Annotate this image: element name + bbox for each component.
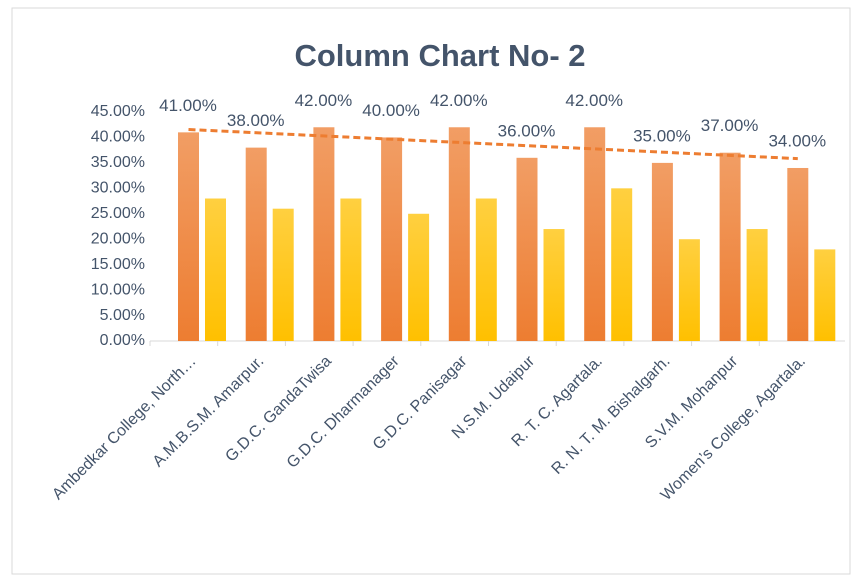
bar: [245, 147, 267, 341]
data-label: 34.00%: [768, 131, 826, 150]
y-tick-label: 0.00%: [100, 332, 145, 349]
data-label: 41.00%: [159, 96, 217, 115]
trendline: [188, 127, 798, 161]
bar: [448, 127, 470, 342]
bar: [719, 152, 741, 341]
y-tick-label: 20.00%: [91, 230, 145, 247]
bar: [272, 208, 294, 341]
y-tick-label: 45.00%: [91, 103, 145, 120]
data-label: 42.00%: [565, 91, 623, 110]
y-tick-label: 15.00%: [91, 256, 145, 273]
bar: [746, 229, 768, 341]
bar: [313, 127, 335, 342]
y-tick-label: 25.00%: [91, 205, 145, 222]
bar: [475, 198, 497, 341]
y-tick-label: 5.00%: [100, 307, 145, 324]
bar: [611, 188, 633, 341]
bar: [381, 137, 403, 341]
bar: [178, 132, 199, 341]
data-label: 40.00%: [362, 101, 420, 120]
bar: [205, 198, 226, 341]
bar: [814, 249, 836, 341]
data-label: 42.00%: [295, 91, 353, 110]
bar: [678, 239, 700, 341]
data-label: 38.00%: [227, 111, 285, 130]
bar: [516, 157, 538, 341]
bar: [651, 162, 673, 341]
data-label: 35.00%: [633, 126, 691, 145]
y-tick-label: 35.00%: [91, 154, 145, 171]
y-tick-label: 30.00%: [91, 180, 145, 197]
chart-title: Column Chart No- 2: [294, 38, 585, 73]
chart-border: [11, 7, 851, 575]
data-label: 42.00%: [430, 91, 488, 110]
bar: [408, 213, 430, 341]
bar: [787, 167, 809, 341]
bar: [584, 127, 606, 342]
data-label: 36.00%: [498, 121, 556, 140]
data-label: 37.00%: [701, 116, 759, 135]
bar: [340, 198, 362, 341]
bar: [543, 229, 565, 341]
y-tick-label: 10.00%: [91, 281, 145, 298]
y-tick-label: 40.00%: [91, 129, 145, 146]
